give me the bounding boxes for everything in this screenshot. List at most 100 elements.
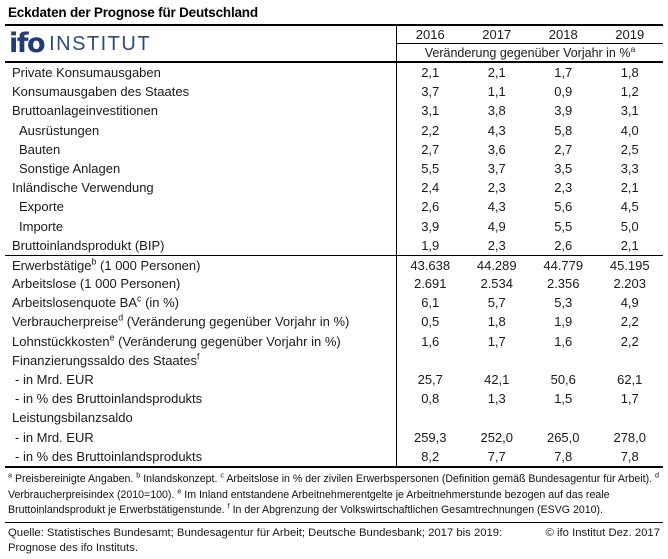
cell-value: 2,5 xyxy=(620,141,639,157)
cell-value: 2.691 xyxy=(413,276,447,292)
row-label: Verbraucherpreised (Veränderung gegenübe… xyxy=(5,312,397,332)
row-label: Sonstige Anlagen xyxy=(5,158,397,179)
cell-value: 1,3 xyxy=(487,391,506,407)
row-label: Leistungsbilanzsaldo xyxy=(5,408,397,428)
cell-value: 2.356 xyxy=(546,276,580,292)
units-subheader: Veränderung gegenüber Vorjahr in %a xyxy=(397,44,663,62)
cell-value xyxy=(597,351,664,370)
cell-value: 5,5 xyxy=(554,218,573,234)
cell-value: 5,8 xyxy=(554,122,573,138)
footnote-marker: f xyxy=(227,501,230,511)
cell-value: 2,1 xyxy=(620,180,639,196)
row-label: Bauten xyxy=(5,139,397,159)
cell-value: 252,0 xyxy=(480,429,514,445)
year-column-header: 2019 xyxy=(615,27,645,42)
cell-value: 2,1 xyxy=(620,237,639,253)
cell-value: 2,6 xyxy=(421,199,440,215)
row-label: Lohnstückkostene (Veränderung gegenüber … xyxy=(5,331,397,351)
table-row: Inländische Verwendung 2,4 2,3 2,3 2,1 xyxy=(5,178,663,198)
cell-value: 3,7 xyxy=(487,160,506,176)
cell-value: 5,7 xyxy=(487,295,506,311)
cell-value: 3,1 xyxy=(620,103,639,119)
table-row: Exporte 2,6 4,3 5,6 4,5 xyxy=(5,197,663,217)
cell-value: 3,8 xyxy=(487,103,506,119)
cell-value: 1,2 xyxy=(620,84,639,100)
table-row: Bruttoinlandsprodukt (BIP) 1,9 2,3 2,6 2,1 xyxy=(5,235,663,255)
row-label: Inländische Verwendung xyxy=(5,178,397,198)
table-row: Finanzierungssaldo des Staatesf xyxy=(5,350,664,370)
cell-value: 3,9 xyxy=(554,103,573,119)
cell-value: 6,1 xyxy=(421,295,440,311)
cell-value: 265,0 xyxy=(546,429,580,445)
table-row: Leistungsbilanzsaldo xyxy=(5,408,663,428)
cell-value: 2,3 xyxy=(487,237,506,253)
table-header: ifo INSTITUT 2016 2017 2018 2019 Verände… xyxy=(5,26,663,63)
row-label: Arbeitslose (1 000 Personen) xyxy=(5,274,397,294)
cell-value xyxy=(397,351,464,370)
cell-value: 7,8 xyxy=(554,448,573,464)
cell-value xyxy=(464,408,531,427)
cell-value: 62,1 xyxy=(617,372,643,387)
cell-value: 1,1 xyxy=(487,84,506,100)
header-years-area: 2016 2017 2018 2019 Veränderung gegenübe… xyxy=(397,26,663,61)
row-label: Erwerbstätigeb (1 000 Personen) xyxy=(5,255,397,275)
cell-value: 5,5 xyxy=(421,160,440,176)
cell-value xyxy=(464,351,531,370)
cell-value: 1,6 xyxy=(554,333,573,349)
row-label: - in % des Bruttoinlandsprodukts xyxy=(5,446,397,466)
cell-value: 1,9 xyxy=(554,314,573,330)
cell-value: 4,9 xyxy=(620,295,639,311)
cell-value xyxy=(530,351,597,370)
row-label: Konsumausgaben des Staates xyxy=(5,82,397,102)
cell-value: 4,3 xyxy=(487,122,506,138)
table-row: Konsumausgaben des Staates 3,7 1,1 0,9 1,2 xyxy=(5,82,663,102)
units-subheader-text: Veränderung gegenüber Vorjahr in % xyxy=(424,46,631,60)
row-label: - in Mrd. EUR xyxy=(5,370,397,390)
cell-value: 0,9 xyxy=(554,84,573,100)
cell-value: 2,2 xyxy=(620,314,639,330)
cell-value xyxy=(530,408,597,427)
cell-value: 2,1 xyxy=(487,65,506,80)
cell-value: 278,0 xyxy=(613,429,647,445)
cell-value: 2,4 xyxy=(421,180,440,196)
table-row: Lohnstückkostene (Veränderung gegenüber … xyxy=(5,331,663,351)
table-row: Private Konsumausgaben 2,1 2,1 1,7 1,8 xyxy=(5,63,663,83)
cell-value: 3,6 xyxy=(487,141,506,157)
cell-value: 5,3 xyxy=(554,295,573,311)
row-label: - in Mrd. EUR xyxy=(5,427,397,447)
cell-value: 1,5 xyxy=(554,391,573,407)
cell-value: 259,3 xyxy=(413,429,447,445)
cell-value: 4,0 xyxy=(620,122,639,138)
cell-value: 2,2 xyxy=(421,122,440,138)
table-row: Importe 3,9 4,9 5,5 5,0 xyxy=(5,216,663,236)
cell-value: 1,7 xyxy=(554,65,573,80)
year-column-header: 2016 xyxy=(415,27,445,42)
footnote-marker: c xyxy=(137,293,142,304)
footnote-marker: f xyxy=(197,351,200,362)
row-label: Bruttoinlandsprodukt (BIP) xyxy=(5,235,397,255)
row-label: Bruttoanlageinvestitionen xyxy=(5,101,397,121)
cell-value: 44.289 xyxy=(476,257,517,273)
row-label: Ausrüstungen xyxy=(5,120,397,140)
cell-value: 4,9 xyxy=(487,218,506,234)
cell-value: 2,1 xyxy=(421,65,440,80)
row-label: Arbeitslosenquote BAc (in %) xyxy=(5,293,397,313)
cell-value: 5,0 xyxy=(620,218,639,234)
footnote-marker: b xyxy=(91,256,97,267)
cell-value: 2,7 xyxy=(554,141,573,157)
source-text: Quelle: Statistisches Bundesamt; Bundesa… xyxy=(8,526,503,554)
footnote-marker: c xyxy=(220,470,224,480)
cell-value: 1,9 xyxy=(421,237,440,253)
table-row: Arbeitslosenquote BAc (in %) 6,1 5,7 5,3 4,9 xyxy=(5,293,663,313)
cell-value: 8,2 xyxy=(421,448,440,464)
footnote-marker: e xyxy=(177,486,182,495)
cell-value: 2,2 xyxy=(620,333,639,349)
cell-value: 2,3 xyxy=(554,180,573,196)
footnotes: a Preisbereinigte Angaben. b Inlandskonz… xyxy=(5,468,663,523)
year-column-header: 2018 xyxy=(548,27,578,42)
table-row: Ausrüstungen 2,2 4,3 5,8 4,0 xyxy=(5,120,663,140)
cell-value: 7,8 xyxy=(620,448,639,464)
cell-value: 2,7 xyxy=(421,141,440,157)
table-row: - in % des Bruttoinlandsprodukts 8,2 7,7 7,… xyxy=(5,446,663,466)
